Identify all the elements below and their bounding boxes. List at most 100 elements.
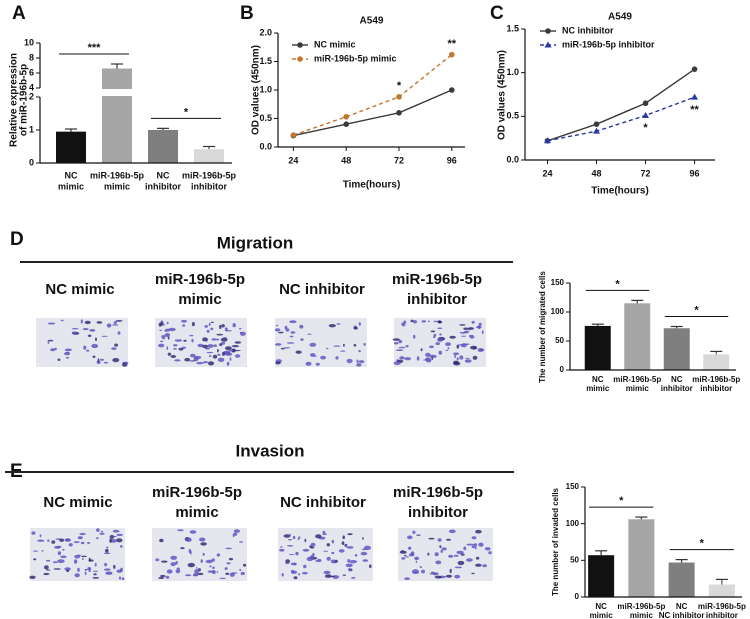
cell bbox=[309, 342, 317, 347]
cell bbox=[340, 350, 346, 352]
x-tick-label: mimic bbox=[104, 181, 130, 191]
cell bbox=[73, 541, 80, 544]
marker bbox=[545, 28, 551, 34]
cell bbox=[475, 556, 480, 560]
cell bbox=[429, 345, 434, 349]
cell bbox=[167, 336, 170, 340]
significance-label: ** bbox=[690, 104, 699, 116]
cell bbox=[358, 349, 361, 353]
cell bbox=[210, 321, 214, 323]
y-tick-label: 6 bbox=[29, 67, 34, 77]
cell bbox=[185, 574, 192, 577]
legend-label: miR-196b-5p inhibitor bbox=[562, 39, 655, 49]
cell bbox=[239, 541, 244, 543]
cell bbox=[458, 344, 464, 346]
cell bbox=[323, 570, 331, 575]
panel-letter: C bbox=[490, 3, 504, 24]
cell bbox=[53, 568, 61, 570]
cell bbox=[164, 333, 171, 337]
cell bbox=[331, 539, 335, 544]
cell bbox=[356, 359, 359, 364]
y-axis-label: OD values (450nm) bbox=[497, 50, 508, 140]
cell bbox=[82, 328, 89, 331]
cell bbox=[100, 358, 104, 361]
cell bbox=[303, 564, 307, 569]
x-tick-label: miR-196b-5p bbox=[617, 602, 665, 611]
image-label: NC inhibitor bbox=[279, 281, 365, 298]
cell bbox=[437, 320, 443, 324]
significance-label: * bbox=[615, 278, 620, 290]
cell bbox=[220, 337, 228, 342]
x-tick-label: mimic bbox=[630, 611, 654, 619]
y-tick-label: 1 bbox=[29, 124, 34, 134]
cell bbox=[239, 327, 242, 330]
cell bbox=[322, 530, 326, 535]
y-tick-label: 0.0 bbox=[259, 141, 272, 151]
cell bbox=[219, 324, 222, 330]
cell bbox=[302, 571, 308, 575]
x-tick-label: NC inhibitor bbox=[659, 611, 705, 619]
cell bbox=[159, 329, 163, 331]
cell bbox=[99, 532, 105, 535]
cell bbox=[284, 347, 291, 349]
cell bbox=[453, 352, 460, 356]
cell bbox=[295, 350, 302, 354]
cell bbox=[77, 554, 82, 556]
cell bbox=[408, 546, 412, 550]
x-tick-label: NC bbox=[676, 602, 688, 611]
cell bbox=[96, 360, 101, 364]
cell bbox=[439, 545, 442, 548]
marker bbox=[449, 87, 455, 93]
significance-label: * bbox=[619, 495, 624, 507]
image-label: mimic bbox=[178, 291, 221, 308]
cell bbox=[231, 345, 240, 348]
cell bbox=[189, 360, 196, 362]
cell bbox=[207, 361, 215, 366]
x-tick-label: 48 bbox=[591, 168, 601, 178]
bar bbox=[703, 354, 730, 370]
cell bbox=[209, 565, 212, 568]
cell bbox=[289, 533, 292, 536]
cell bbox=[407, 535, 413, 540]
cell bbox=[333, 561, 336, 564]
cell bbox=[468, 327, 474, 330]
cell bbox=[420, 348, 423, 352]
axis-break bbox=[36, 88, 44, 97]
legend-label: NC inhibitor bbox=[562, 25, 614, 35]
cell bbox=[299, 324, 304, 329]
cell bbox=[189, 530, 197, 534]
cell bbox=[457, 560, 465, 566]
x-tick-label: 24 bbox=[542, 168, 552, 178]
cell bbox=[232, 323, 236, 328]
cell bbox=[324, 574, 332, 578]
panel-letter: A bbox=[12, 3, 26, 24]
y-axis-label: The number of migrated cells bbox=[538, 271, 547, 383]
cell bbox=[398, 339, 403, 344]
cell bbox=[33, 550, 39, 552]
y-tick-label: 0.5 bbox=[259, 113, 272, 123]
cell bbox=[116, 538, 123, 543]
cell bbox=[342, 535, 346, 540]
cell bbox=[317, 558, 321, 561]
cell bbox=[208, 355, 212, 357]
cell bbox=[482, 564, 487, 568]
cell bbox=[84, 569, 88, 571]
cell bbox=[432, 572, 439, 576]
cell bbox=[47, 539, 50, 542]
cell bbox=[213, 344, 217, 348]
cell bbox=[331, 551, 335, 555]
cell bbox=[404, 357, 412, 361]
cell bbox=[228, 349, 234, 352]
cell bbox=[453, 554, 459, 557]
cell bbox=[300, 338, 304, 341]
cell bbox=[415, 560, 418, 563]
x-tick-label: 96 bbox=[690, 168, 700, 178]
cell bbox=[217, 357, 225, 362]
cell bbox=[329, 575, 335, 578]
cell bbox=[31, 531, 36, 535]
cell bbox=[182, 324, 186, 327]
cell bbox=[428, 537, 435, 540]
x-tick-label: mimic bbox=[590, 611, 614, 619]
cell bbox=[111, 347, 117, 350]
cell bbox=[338, 549, 345, 553]
